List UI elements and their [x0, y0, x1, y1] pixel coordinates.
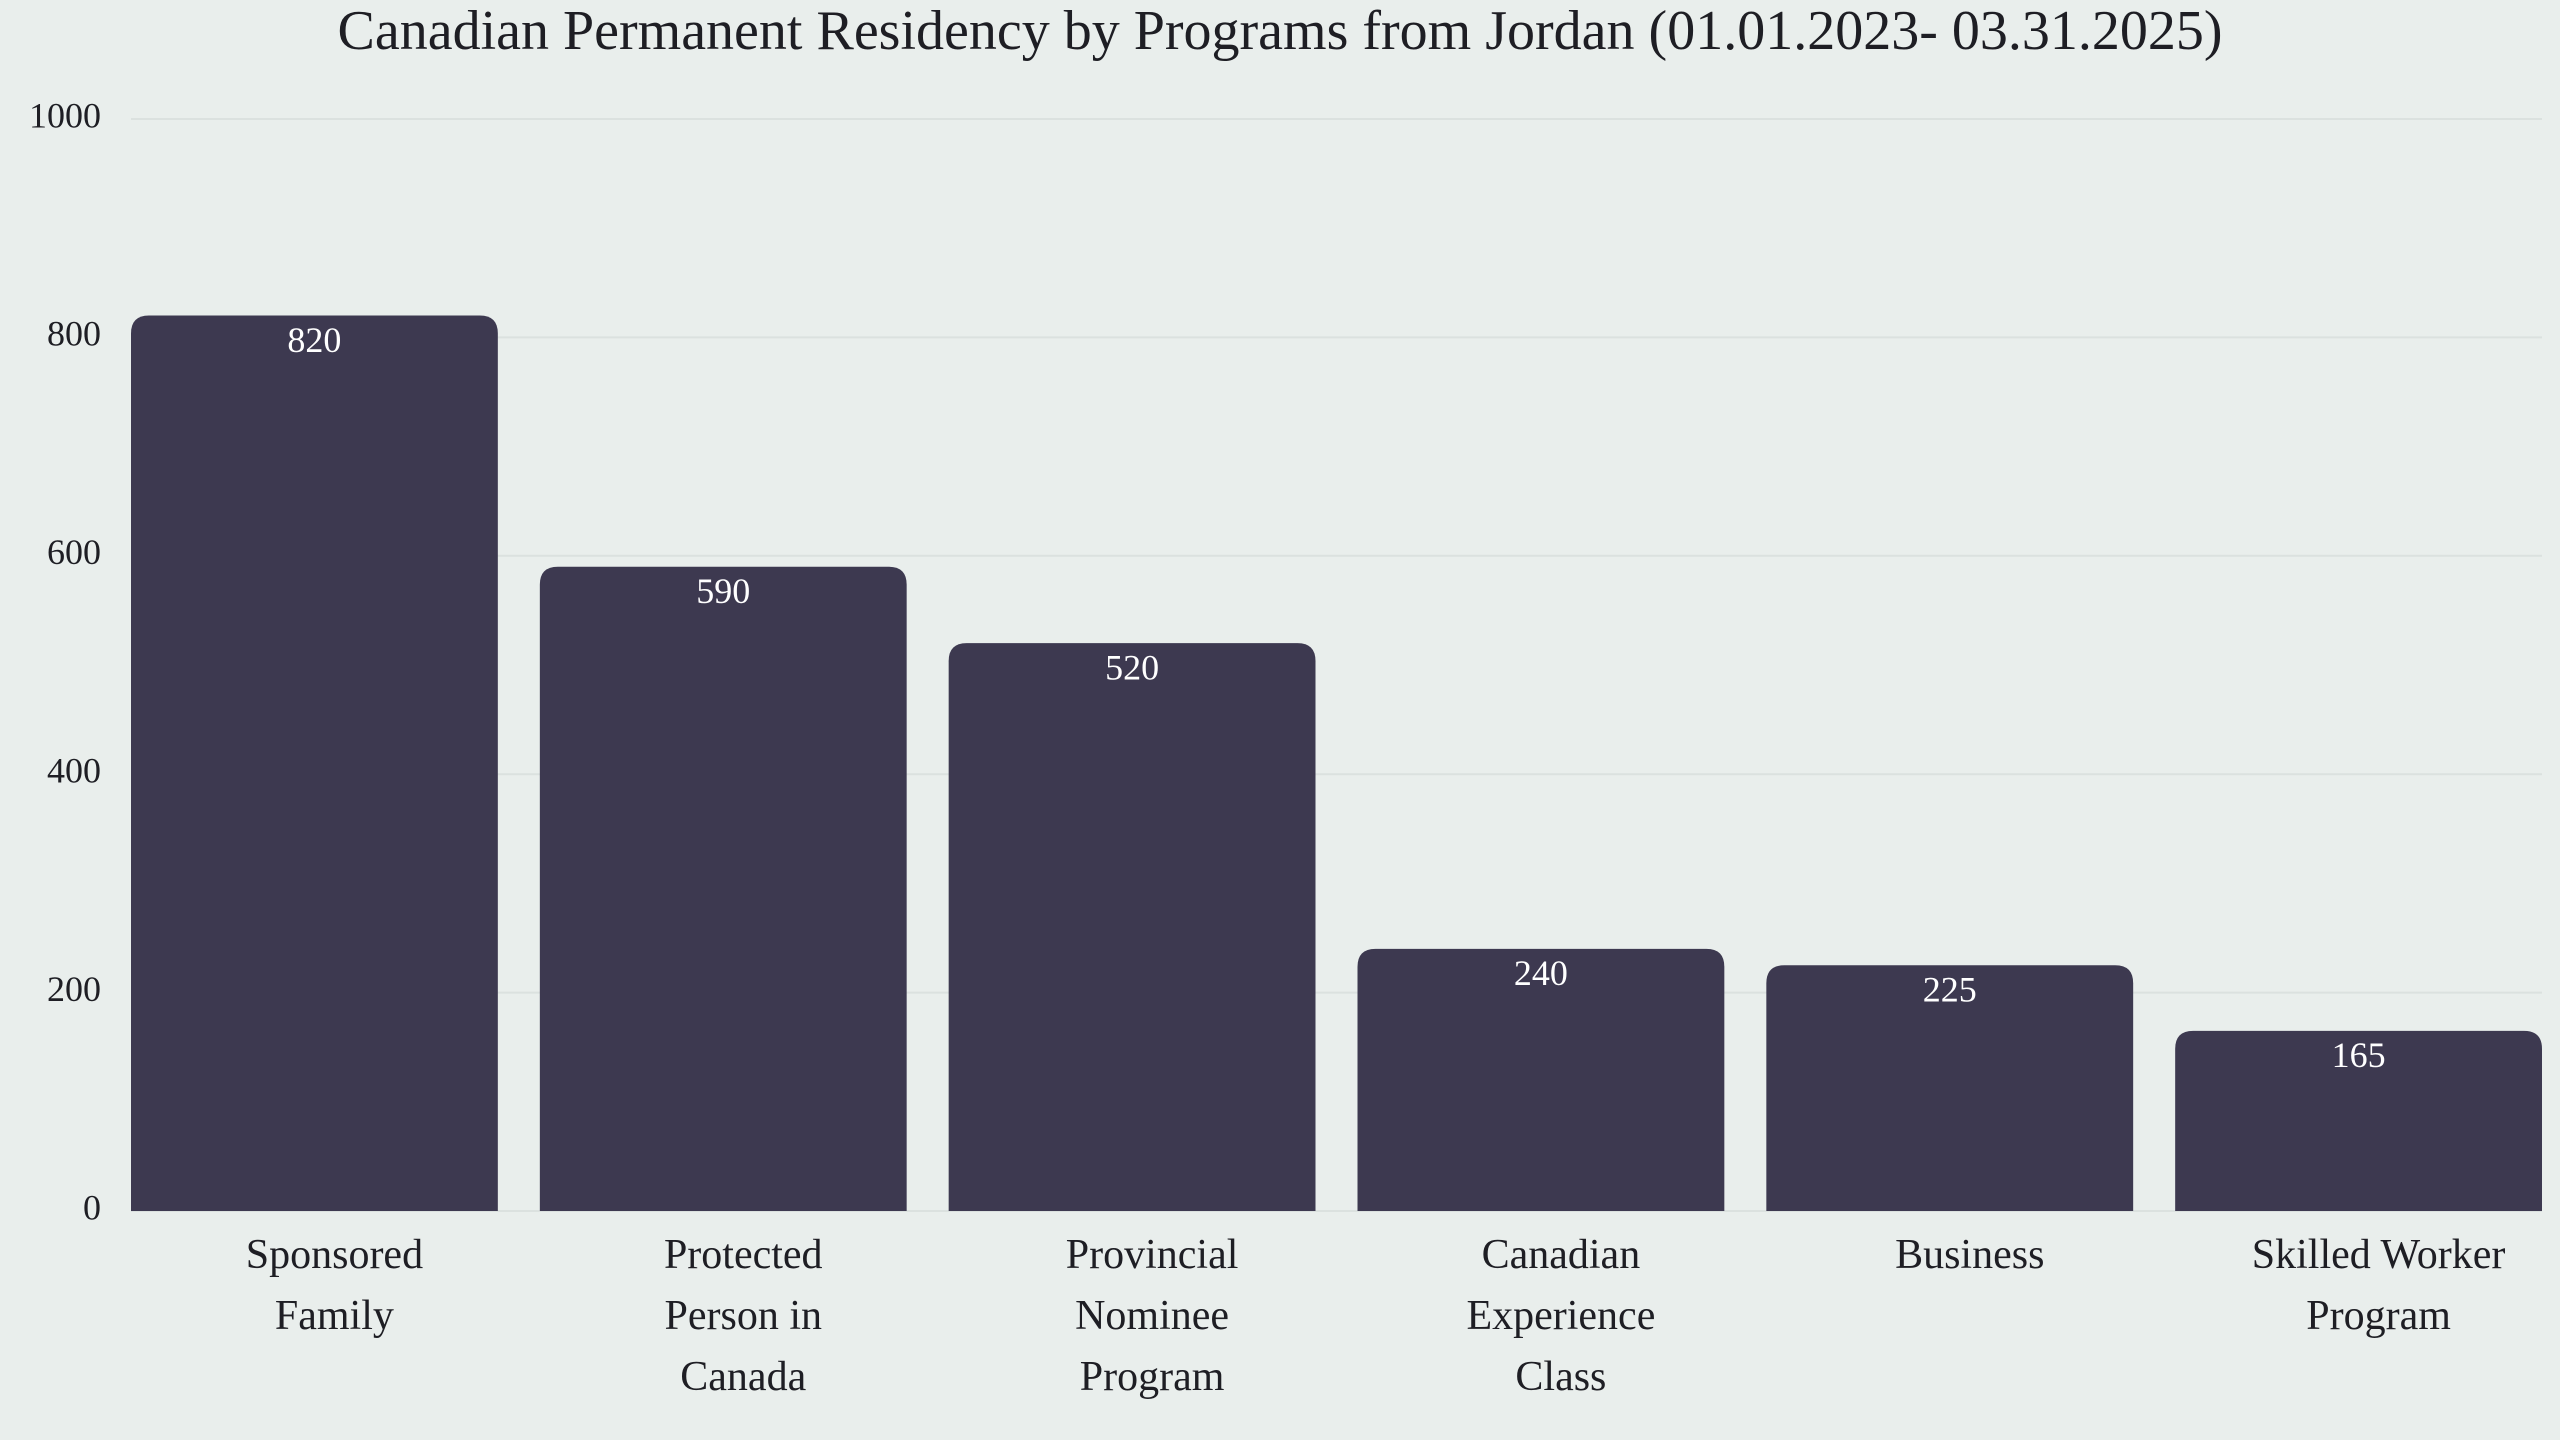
x-tick-label: Protected Person in Canada: [663, 1232, 823, 1400]
value-label: 590: [696, 571, 750, 611]
bar: [1766, 965, 2134, 1211]
value-label: 225: [1923, 970, 1977, 1010]
bar: [131, 315, 498, 1211]
x-tick-label: Business: [1895, 1232, 2045, 1278]
bar: [539, 566, 907, 1211]
y-tick-label: 800: [47, 314, 101, 354]
y-tick-label: 0: [83, 1187, 101, 1227]
bar: [1357, 948, 1725, 1211]
y-tick-label: 600: [47, 532, 101, 572]
x-tick-label: Skilled Worker Program: [2251, 1232, 2506, 1339]
y-tick-label: 400: [47, 750, 101, 790]
chart-title: Canadian Permanent Residency by Programs…: [338, 0, 2223, 62]
bar: [948, 643, 1316, 1211]
x-tick-label: Provincial Nominee Program: [1065, 1232, 1239, 1400]
bar: [2175, 1030, 2542, 1211]
y-tick-label: 200: [47, 969, 101, 1009]
x-tick-label: Sponsored Family: [245, 1232, 424, 1339]
value-label: 240: [1514, 953, 1568, 993]
value-label: 520: [1105, 647, 1159, 687]
value-label: 165: [2332, 1035, 2386, 1075]
value-label: 820: [287, 320, 341, 360]
x-tick-label: Canadian Experience Class: [1466, 1232, 1656, 1400]
y-tick-label: 1000: [29, 95, 101, 135]
